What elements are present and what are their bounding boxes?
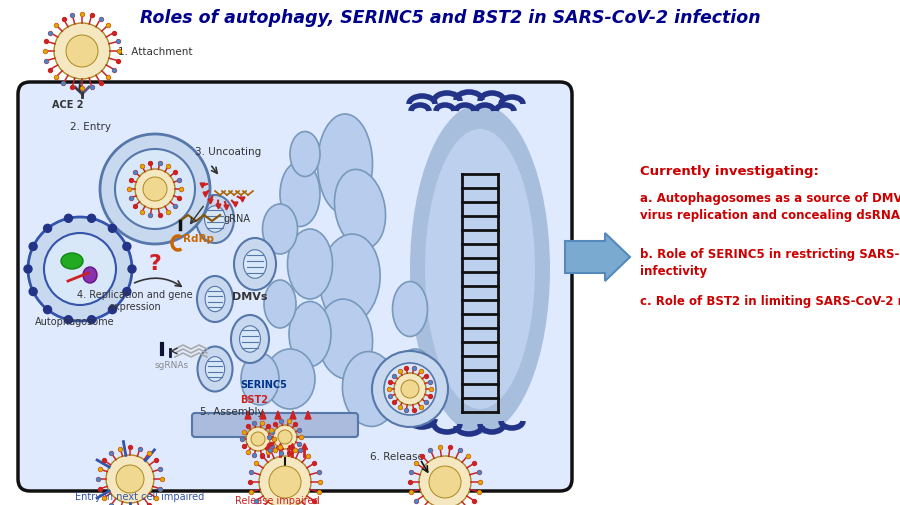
Circle shape xyxy=(123,288,130,296)
FancyArrow shape xyxy=(565,233,630,281)
Text: 4. Replication and gene
expression: 4. Replication and gene expression xyxy=(77,289,193,312)
Polygon shape xyxy=(245,411,251,419)
Circle shape xyxy=(269,466,301,498)
Ellipse shape xyxy=(196,195,234,243)
Circle shape xyxy=(384,363,436,415)
Circle shape xyxy=(87,215,95,223)
Ellipse shape xyxy=(205,287,225,312)
Text: ACE 2: ACE 2 xyxy=(52,100,84,110)
Circle shape xyxy=(65,215,72,223)
Ellipse shape xyxy=(395,349,435,409)
Circle shape xyxy=(116,465,144,493)
Circle shape xyxy=(251,432,265,446)
Ellipse shape xyxy=(241,354,279,405)
Circle shape xyxy=(28,218,132,321)
Ellipse shape xyxy=(239,326,260,352)
Text: Entry in next cell impaired: Entry in next cell impaired xyxy=(75,491,204,501)
Text: c. Role of BST2 in limiting SARS-CoV-2 release: c. Role of BST2 in limiting SARS-CoV-2 r… xyxy=(640,294,900,308)
Ellipse shape xyxy=(289,302,331,367)
Ellipse shape xyxy=(61,254,83,270)
Text: SERINC5: SERINC5 xyxy=(240,379,287,389)
Circle shape xyxy=(115,149,195,230)
Circle shape xyxy=(106,455,154,503)
Circle shape xyxy=(394,373,426,405)
Polygon shape xyxy=(275,411,281,419)
Text: sgRNAs: sgRNAs xyxy=(155,360,189,369)
Polygon shape xyxy=(290,411,296,419)
Polygon shape xyxy=(305,411,311,419)
Circle shape xyxy=(65,316,72,324)
Circle shape xyxy=(87,316,95,324)
Circle shape xyxy=(44,233,116,306)
Text: Release impaired: Release impaired xyxy=(235,495,320,505)
Circle shape xyxy=(135,170,175,210)
FancyBboxPatch shape xyxy=(18,83,572,491)
Ellipse shape xyxy=(335,170,385,249)
Text: ?: ? xyxy=(148,254,161,274)
Circle shape xyxy=(123,243,130,251)
Text: DMVs: DMVs xyxy=(232,291,267,301)
Ellipse shape xyxy=(205,357,225,382)
Ellipse shape xyxy=(83,268,97,283)
Circle shape xyxy=(143,178,167,201)
Circle shape xyxy=(372,351,448,427)
Text: 1. Attachment: 1. Attachment xyxy=(118,47,193,57)
Ellipse shape xyxy=(320,235,380,324)
Text: a. Autophagosomes as a source of DMVs for
virus replication and concealing dsRNA: a. Autophagosomes as a source of DMVs fo… xyxy=(640,191,900,221)
Text: 5. Assembly: 5. Assembly xyxy=(200,406,264,416)
Ellipse shape xyxy=(342,352,398,427)
Circle shape xyxy=(108,306,116,314)
Text: Autophagosome: Autophagosome xyxy=(35,316,114,326)
Ellipse shape xyxy=(265,349,315,409)
Circle shape xyxy=(29,288,37,296)
Circle shape xyxy=(29,243,37,251)
Ellipse shape xyxy=(318,115,373,215)
Text: Roles of autophagy, SERINC5 and BST2 in SARS-CoV-2 infection: Roles of autophagy, SERINC5 and BST2 in … xyxy=(140,9,760,27)
Ellipse shape xyxy=(231,316,269,363)
Text: b. Role of SERINC5 in restricting SARS-CoV-2
infectivity: b. Role of SERINC5 in restricting SARS-C… xyxy=(640,247,900,277)
Circle shape xyxy=(54,24,110,80)
Ellipse shape xyxy=(243,250,266,279)
Circle shape xyxy=(108,225,116,233)
Ellipse shape xyxy=(263,205,298,255)
Text: BST2: BST2 xyxy=(240,394,268,404)
Polygon shape xyxy=(260,411,266,419)
Ellipse shape xyxy=(392,282,427,337)
Text: 2. Entry: 2. Entry xyxy=(70,122,111,132)
Ellipse shape xyxy=(425,130,535,409)
Circle shape xyxy=(401,380,419,398)
FancyBboxPatch shape xyxy=(192,413,358,437)
Circle shape xyxy=(246,427,270,451)
Circle shape xyxy=(24,266,32,274)
Circle shape xyxy=(66,36,98,68)
Circle shape xyxy=(429,466,461,498)
Circle shape xyxy=(419,456,471,505)
Circle shape xyxy=(43,306,51,314)
Text: Currently investigating:: Currently investigating: xyxy=(640,165,819,178)
Circle shape xyxy=(128,266,136,274)
Circle shape xyxy=(278,430,292,444)
Circle shape xyxy=(259,456,311,505)
Ellipse shape xyxy=(318,299,373,379)
Ellipse shape xyxy=(290,132,320,177)
Circle shape xyxy=(100,135,210,244)
Ellipse shape xyxy=(264,280,296,328)
Ellipse shape xyxy=(197,347,232,392)
Ellipse shape xyxy=(234,238,276,290)
Text: RdRp: RdRp xyxy=(183,233,214,243)
Ellipse shape xyxy=(287,230,332,299)
Ellipse shape xyxy=(197,276,233,322)
Ellipse shape xyxy=(204,207,226,233)
Circle shape xyxy=(43,225,51,233)
Text: 6. Release: 6. Release xyxy=(370,451,424,461)
Text: 3. Uncoating: 3. Uncoating xyxy=(195,147,261,157)
Ellipse shape xyxy=(410,105,550,434)
Ellipse shape xyxy=(280,162,320,227)
Circle shape xyxy=(273,425,297,449)
Text: gRNA: gRNA xyxy=(224,214,251,224)
